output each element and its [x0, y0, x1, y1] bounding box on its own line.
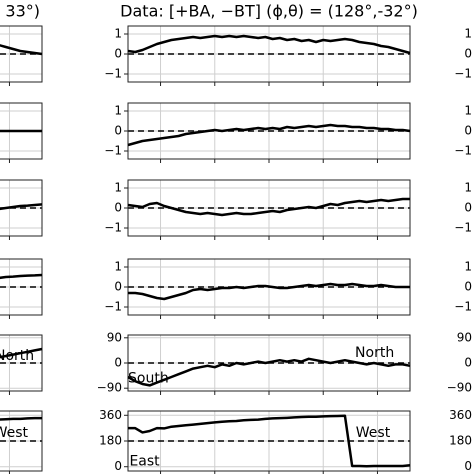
y-tick-label: 90	[107, 330, 122, 344]
y-tick-label: −1	[104, 67, 122, 81]
data-line	[0, 44, 43, 56]
y-tick-label: −90	[447, 381, 472, 395]
annotation: North	[0, 348, 34, 364]
axes-frame	[127, 179, 411, 237]
y-tick-label: −1	[454, 67, 472, 81]
data-line	[127, 197, 410, 217]
annotation: North	[355, 345, 394, 361]
y-tick-label: 0	[464, 356, 472, 370]
axes-frame	[127, 25, 411, 83]
y-tick-label: 360	[449, 408, 472, 422]
y-tick-label: 1	[114, 27, 122, 41]
axes-frame	[0, 410, 43, 472]
y-tick-label: −1	[104, 300, 122, 314]
y-tick-label: −1	[104, 221, 122, 235]
y-tick-label: −1	[454, 144, 472, 158]
y-tick-label: −1	[454, 300, 472, 314]
y-tick-label: 0	[114, 280, 122, 294]
data-line	[127, 357, 411, 387]
data-line	[0, 273, 43, 280]
data-line	[128, 282, 410, 301]
y-tick-label: 1	[464, 181, 472, 195]
y-tick-label: 0	[464, 124, 472, 138]
y-tick-label: −1	[104, 144, 122, 158]
y-tick-label: 1	[114, 181, 122, 195]
data-line	[127, 34, 411, 55]
y-tick-label: 0	[464, 280, 472, 294]
y-tick-label: 0	[464, 459, 472, 473]
y-tick-label: 0	[114, 459, 122, 473]
annotation: West	[0, 425, 28, 441]
y-tick-label: 1	[464, 104, 472, 118]
y-tick-label: 1	[114, 104, 122, 118]
y-tick-label: 1	[114, 260, 122, 274]
y-tick-label: −1	[454, 221, 472, 235]
annotation: South	[128, 370, 169, 386]
axes-frame	[127, 410, 411, 472]
y-tick-label: 0	[114, 356, 122, 370]
y-tick-label: 0	[114, 47, 122, 61]
data-line	[0, 347, 43, 359]
y-tick-label: 360	[99, 408, 122, 422]
axes-frame	[0, 258, 43, 316]
y-tick-label: 180	[99, 434, 122, 448]
annotation: East	[129, 454, 160, 470]
axes-frame	[127, 334, 411, 392]
data-line	[128, 414, 411, 468]
y-tick-label: 0	[464, 47, 472, 61]
y-tick-label: 90	[457, 330, 472, 344]
data-line	[127, 123, 411, 147]
axes-frame	[0, 179, 43, 237]
data-line	[0, 416, 42, 421]
data-line	[0, 203, 43, 211]
y-tick-label: −90	[97, 381, 122, 395]
y-tick-label: 0	[114, 124, 122, 138]
chart-title: 33°)	[5, 2, 40, 21]
chart-title: Data: [+BA, −BT] (ϕ,θ) = (128°,-32°)	[120, 2, 418, 21]
y-tick-label: 180	[449, 434, 472, 448]
axes-frame	[0, 334, 43, 392]
y-tick-label: 1	[464, 27, 472, 41]
y-tick-label: 1	[464, 260, 472, 274]
y-tick-label: 0	[114, 201, 122, 215]
y-tick-label: 0	[464, 201, 472, 215]
annotation: West	[356, 425, 391, 441]
